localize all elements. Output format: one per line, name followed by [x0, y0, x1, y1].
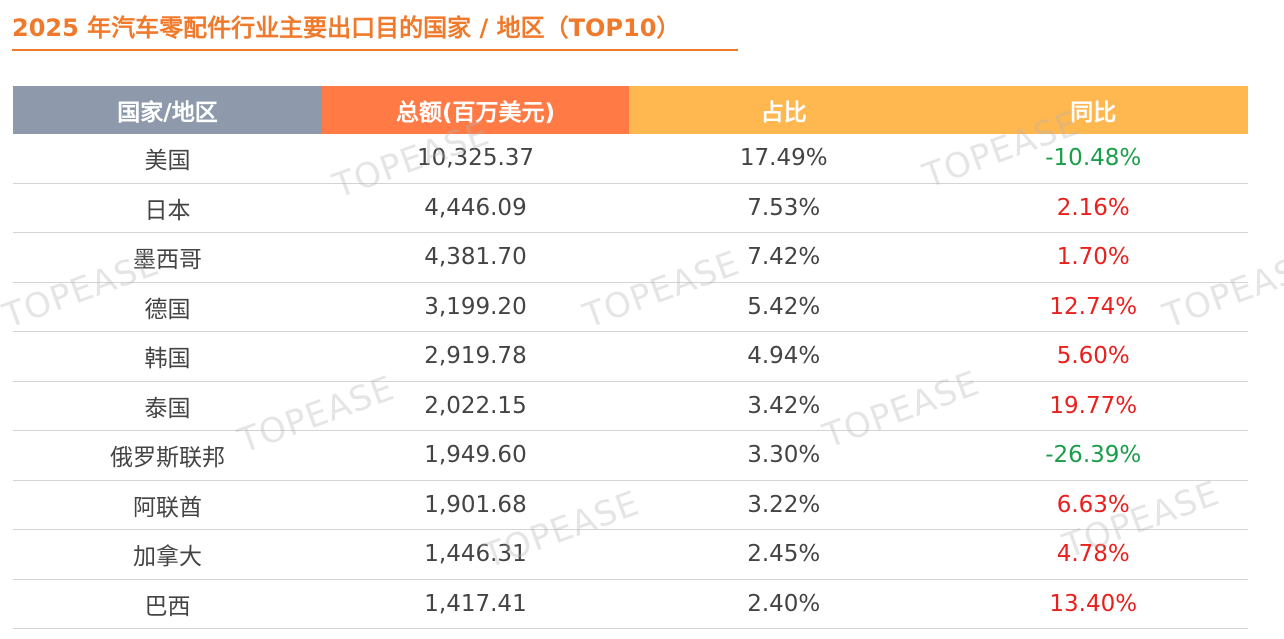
table-cell: 1,949.60: [322, 430, 629, 481]
table-row: 日本 4,446.09 7.53% 2.16%: [13, 183, 1248, 233]
column-header: 总额(百万美元): [322, 86, 629, 134]
header-row: 国家/地区 总额(百万美元) 占比 同比: [13, 86, 1248, 134]
table-cell: 2,919.78: [322, 331, 629, 382]
table-row: 阿联酋 1,901.68 3.22% 6.63%: [13, 480, 1248, 530]
table-cell: 日本: [13, 183, 322, 233]
table-cell: 2.16%: [938, 183, 1248, 233]
table-cell: 墨西哥: [13, 232, 322, 283]
table-cell: 7.42%: [629, 232, 939, 283]
data-table: 国家/地区 总额(百万美元) 占比 同比 美国 10,325.37 17.49% -10.4…: [13, 86, 1248, 629]
table-cell: 加拿大: [13, 529, 322, 580]
table-row: 泰国 2,022.15 3.42% 19.77%: [13, 381, 1248, 431]
table-cell: 5.60%: [938, 331, 1248, 382]
table-cell: 2,022.15: [322, 381, 629, 431]
table-cell: 3.22%: [629, 480, 939, 530]
table-cell: 17.49%: [629, 134, 939, 184]
table-cell: 10,325.37: [322, 134, 629, 184]
table-cell: 4.94%: [629, 331, 939, 382]
table-row: 加拿大 1,446.31 2.45% 4.78%: [13, 529, 1248, 580]
table-cell: -10.48%: [938, 134, 1248, 184]
table-cell: 6.63%: [938, 480, 1248, 530]
table-row: 德国 3,199.20 5.42% 12.74%: [13, 282, 1248, 332]
table-row: 韩国 2,919.78 4.94% 5.60%: [13, 331, 1248, 382]
title: 2025 年汽车零配件行业主要出口目的国家 / 地区（TOP10）: [12, 8, 738, 51]
table-cell: 阿联酋: [13, 480, 322, 530]
table-cell: -26.39%: [938, 430, 1248, 481]
table-cell: 13.40%: [938, 579, 1248, 629]
table-cell: 12.74%: [938, 282, 1248, 332]
table-cell: 3,199.20: [322, 282, 629, 332]
table-cell: 德国: [13, 282, 322, 332]
table-cell: 4.78%: [938, 529, 1248, 580]
table-cell: 2.40%: [629, 579, 939, 629]
table-cell: 3.42%: [629, 381, 939, 431]
column-header: 同比: [938, 86, 1248, 134]
table-cell: 4,381.70: [322, 232, 629, 283]
table-cell: 1,417.41: [322, 579, 629, 629]
table-row: 墨西哥 4,381.70 7.42% 1.70%: [13, 232, 1248, 283]
table-cell: 泰国: [13, 381, 322, 431]
table-row: 巴西 1,417.41 2.40% 13.40%: [13, 579, 1248, 629]
table-row: 美国 10,325.37 17.49% -10.48%: [13, 134, 1248, 184]
table-cell: 韩国: [13, 331, 322, 382]
table-cell: 4,446.09: [322, 183, 629, 233]
table-cell: 俄罗斯联邦: [13, 430, 322, 481]
column-header: 国家/地区: [13, 86, 322, 134]
table-cell: 1.70%: [938, 232, 1248, 283]
table-cell: 1,446.31: [322, 529, 629, 580]
table-cell: 美国: [13, 134, 322, 184]
table-cell: 5.42%: [629, 282, 939, 332]
table-cell: 7.53%: [629, 183, 939, 233]
table-cell: 19.77%: [938, 381, 1248, 431]
table-cell: 3.30%: [629, 430, 939, 481]
column-header: 占比: [629, 86, 939, 134]
table-body: 美国 10,325.37 17.49% -10.48% 日本 4,446.09 7.53% 2…: [13, 134, 1248, 629]
table-cell: 2.45%: [629, 529, 939, 580]
table-row: 俄罗斯联邦 1,949.60 3.30% -26.39%: [13, 430, 1248, 481]
table-cell: 1,901.68: [322, 480, 629, 530]
table-cell: 巴西: [13, 579, 322, 629]
